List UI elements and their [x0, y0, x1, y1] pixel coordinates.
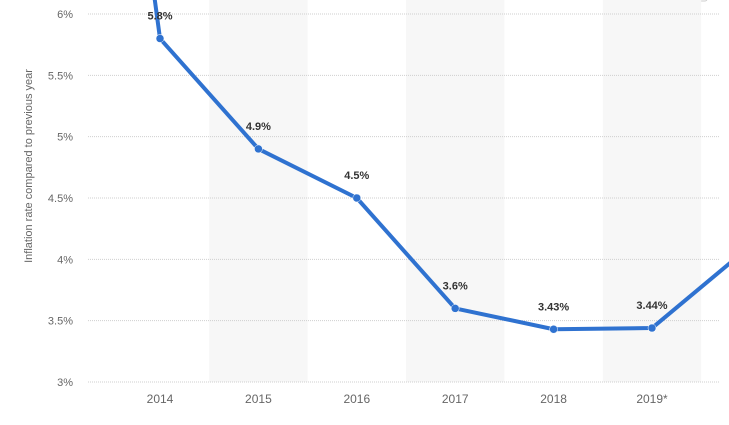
y-tick-label: 4.5%	[48, 193, 73, 205]
data-labels: 5.8% 4.9% 4.5% 3.6% 3.43% 3.44%	[147, 11, 667, 314]
data-label: 3.44%	[636, 300, 667, 312]
alternating-bands	[209, 0, 702, 382]
x-tick-label: 2019*	[636, 392, 668, 406]
series-path	[152, 0, 729, 332]
y-tick-label: 5%	[57, 132, 73, 144]
x-tick-label: 2018	[540, 392, 567, 406]
x-tick-label: 2014	[147, 392, 174, 406]
y-tick-label: 6%	[57, 9, 73, 21]
data-point	[450, 304, 460, 313]
y-axis-label: Inflation rate compared to previous year	[23, 69, 35, 263]
x-axis-ticks: 2014 2015 2016 2017 2018 2019*	[147, 392, 668, 406]
data-point	[647, 323, 657, 333]
x-tick-label: 2015	[245, 392, 272, 406]
data-label: 4.5%	[344, 170, 369, 182]
x-tick-label: 2016	[343, 392, 370, 406]
data-label: 3.6%	[443, 280, 468, 292]
column-band	[406, 0, 505, 382]
series-line	[152, 0, 729, 332]
y-tick-label: 4%	[57, 254, 73, 266]
column-band	[602, 0, 702, 382]
data-point	[254, 144, 263, 154]
data-point	[352, 193, 362, 203]
x-tick-label: 2017	[442, 392, 469, 406]
data-points	[155, 34, 657, 334]
data-label: 5.8%	[147, 11, 172, 23]
y-tick-label: 3.5%	[48, 316, 73, 328]
y-tick-label: 3%	[57, 377, 73, 389]
column-band	[209, 0, 308, 382]
y-tick-label: 5.5%	[48, 70, 73, 82]
data-label: 3.43%	[538, 301, 569, 313]
data-label: 4.9%	[246, 121, 271, 133]
data-point	[155, 34, 165, 43]
y-axis-ticks: 6% 5.5% 5% 4.5% 4% 3.5% 3%	[48, 9, 73, 389]
data-point	[549, 325, 558, 334]
